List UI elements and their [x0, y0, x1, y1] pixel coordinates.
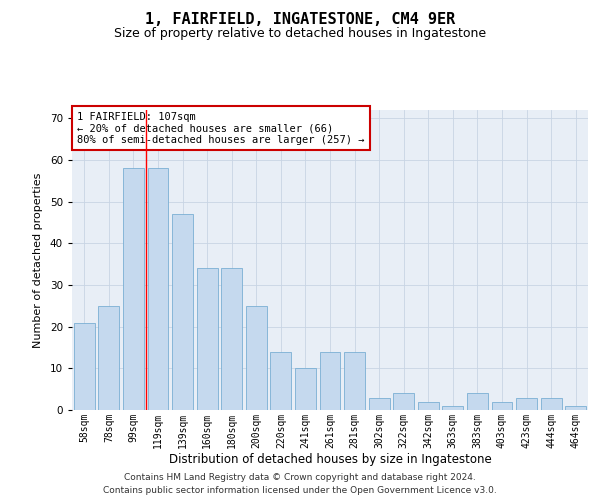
Bar — [221, 268, 242, 410]
Bar — [393, 394, 414, 410]
Bar — [271, 352, 292, 410]
Text: Size of property relative to detached houses in Ingatestone: Size of property relative to detached ho… — [114, 28, 486, 40]
Bar — [491, 402, 512, 410]
Bar — [197, 268, 218, 410]
Bar — [516, 398, 537, 410]
Text: Distribution of detached houses by size in Ingatestone: Distribution of detached houses by size … — [169, 452, 491, 466]
Bar — [246, 306, 267, 410]
Bar — [74, 322, 95, 410]
Bar — [418, 402, 439, 410]
Bar — [541, 398, 562, 410]
Y-axis label: Number of detached properties: Number of detached properties — [33, 172, 43, 348]
Bar — [295, 368, 316, 410]
Bar — [368, 398, 389, 410]
Bar — [442, 406, 463, 410]
Bar — [467, 394, 488, 410]
Bar — [344, 352, 365, 410]
Bar — [98, 306, 119, 410]
Bar — [123, 168, 144, 410]
Text: Contains HM Land Registry data © Crown copyright and database right 2024.
Contai: Contains HM Land Registry data © Crown c… — [103, 474, 497, 495]
Bar — [320, 352, 340, 410]
Bar — [148, 168, 169, 410]
Text: 1, FAIRFIELD, INGATESTONE, CM4 9ER: 1, FAIRFIELD, INGATESTONE, CM4 9ER — [145, 12, 455, 28]
Bar — [172, 214, 193, 410]
Bar — [565, 406, 586, 410]
Text: 1 FAIRFIELD: 107sqm
← 20% of detached houses are smaller (66)
80% of semi-detach: 1 FAIRFIELD: 107sqm ← 20% of detached ho… — [77, 112, 365, 144]
